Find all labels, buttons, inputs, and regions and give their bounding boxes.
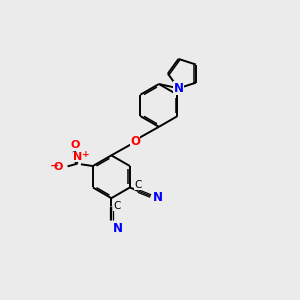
Text: C: C — [134, 180, 141, 190]
Text: N: N — [73, 152, 82, 162]
Text: O: O — [130, 135, 140, 148]
Text: −: − — [50, 161, 59, 171]
Text: N: N — [153, 191, 163, 204]
Text: O: O — [54, 162, 63, 172]
Text: O: O — [70, 140, 80, 150]
Text: +: + — [82, 150, 90, 159]
Text: N: N — [173, 82, 184, 95]
Text: C: C — [113, 201, 121, 211]
Text: N: N — [113, 222, 123, 235]
